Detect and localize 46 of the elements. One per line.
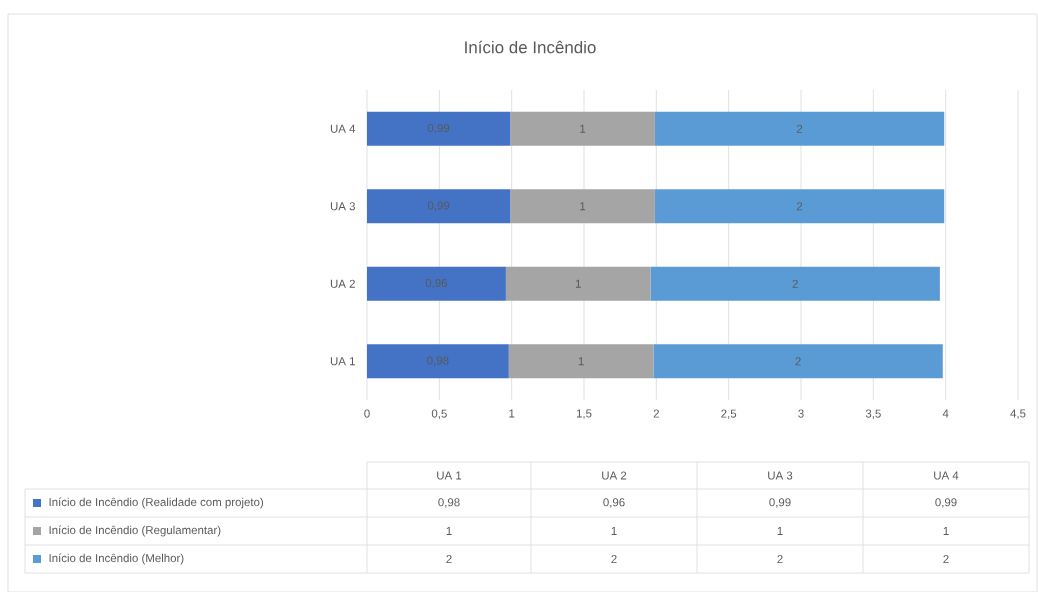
legend-label: Início de Incêndio (Regulamentar) (49, 525, 221, 537)
category-label: UA 1 (437, 471, 462, 480)
chart-title: Início de Incêndio (465, 40, 596, 54)
legend-label: Início de Incêndio (Realidade com projeto) (49, 497, 264, 509)
category-label: UA 3 (768, 471, 793, 480)
text: 1 (777, 526, 783, 535)
x-tick-label: 3 (798, 409, 804, 418)
data-label: 1 (575, 279, 581, 288)
y-tick-label: UA 2 (330, 279, 355, 288)
text: 1 (611, 526, 617, 535)
legend-label: Início de Incêndio (Melhor) (49, 553, 184, 565)
text: 2 (943, 554, 949, 563)
text: 0,99 (769, 498, 791, 508)
text: 0,99 (935, 498, 957, 508)
category-label: UA 2 (602, 471, 627, 480)
x-tick-label: 1,5 (576, 409, 592, 419)
data-label: 1 (578, 357, 584, 365)
y-tick-label: UA 4 (330, 124, 356, 133)
data-label: 1 (580, 202, 586, 210)
x-tick-label: 0,5 (431, 409, 447, 419)
text: 2 (446, 554, 452, 563)
data-label: 2 (796, 202, 803, 211)
x-tick-label: 4,5 (1010, 409, 1026, 419)
data-label: 1 (580, 124, 586, 133)
data-label: 2 (795, 357, 801, 366)
x-tick-label: 2,5 (721, 409, 737, 419)
x-tick-label: 2 (653, 409, 659, 418)
x-tick-label: 1 (509, 409, 515, 418)
data-label: 2 (796, 124, 803, 133)
data-label: 0,98 (427, 356, 449, 366)
text: 1 (446, 526, 452, 535)
y-tick-label: UA 3 (330, 202, 355, 211)
data-label: 2 (792, 279, 798, 288)
x-tick-label: 3,5 (865, 409, 881, 419)
data-label: 0,99 (427, 123, 450, 134)
text: 2 (777, 554, 783, 563)
data-label: 0,96 (425, 278, 448, 289)
y-tick-label: UA 1 (330, 357, 355, 366)
x-tick-label: 4 (942, 409, 949, 418)
category-label: UA 4 (934, 471, 959, 480)
x-tick-label: 0 (364, 409, 370, 418)
text: 1 (943, 526, 949, 535)
text: 2 (611, 554, 617, 563)
data-label: 0,99 (427, 201, 450, 211)
text: 0,96 (603, 498, 625, 508)
text: 0,98 (438, 498, 460, 508)
